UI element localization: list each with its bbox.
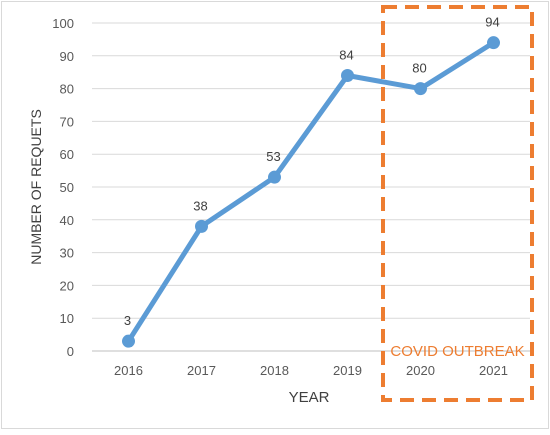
y-tick-label: 0	[67, 344, 74, 359]
y-axis-ticks: 0 10 20 30 40 50 60 70 80 90 100	[52, 16, 74, 359]
data-label: 3	[124, 313, 131, 328]
gridlines	[92, 22, 530, 352]
y-tick-label: 40	[60, 213, 74, 228]
data-label: 80	[412, 61, 426, 76]
x-tick-label: 2018	[260, 363, 289, 378]
x-tick-label: 2019	[333, 363, 362, 378]
y-tick-label: 90	[60, 49, 74, 64]
x-tick-label: 2020	[406, 363, 435, 378]
y-tick-label: 80	[60, 82, 74, 97]
y-tick-label: 20	[60, 278, 74, 293]
series	[122, 36, 500, 348]
y-axis-title: NUMBER OF REQUETS	[28, 109, 44, 265]
y-tick-label: 10	[60, 311, 74, 326]
data-label: 38	[193, 198, 207, 213]
y-tick-label: 70	[60, 114, 74, 129]
x-tick-label: 2021	[479, 363, 508, 378]
y-tick-label: 30	[60, 246, 74, 261]
data-point	[414, 82, 427, 96]
data-point	[122, 334, 135, 348]
x-tick-label: 2016	[114, 363, 143, 378]
covid-annotation: COVID OUTBREAK	[381, 5, 534, 402]
data-point	[487, 36, 500, 50]
data-label: 94	[485, 15, 499, 30]
data-point	[195, 219, 208, 233]
data-label: 53	[266, 149, 280, 164]
covid-outbreak-box	[381, 5, 534, 402]
series-line	[126, 40, 496, 344]
y-tick-label: 50	[60, 180, 74, 195]
x-axis-ticks: 2016 2017 2018 2019 2020 2021	[114, 363, 508, 378]
y-tick-label: 100	[52, 16, 74, 31]
covid-outbreak-label: COVID OUTBREAK	[390, 343, 524, 360]
data-label: 84	[339, 47, 353, 62]
data-point	[341, 68, 354, 82]
y-tick-label: 60	[60, 147, 74, 162]
x-tick-label: 2017	[187, 363, 216, 378]
data-labels: 3 38 53 84 80 94	[124, 15, 500, 328]
data-point	[268, 170, 281, 184]
x-axis-title: YEAR	[289, 389, 330, 406]
